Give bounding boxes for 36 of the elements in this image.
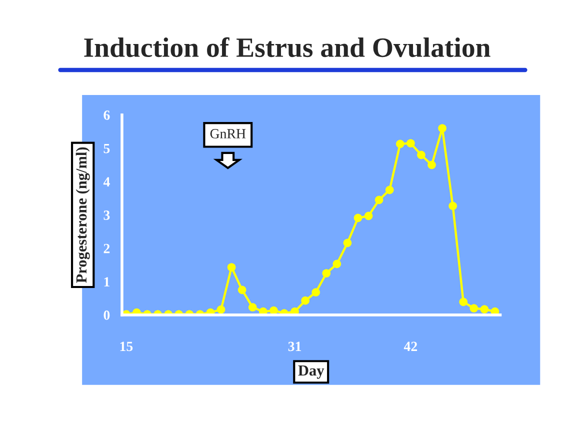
point: [428, 160, 436, 170]
point: [448, 202, 457, 210]
point: [216, 305, 226, 314]
annotation: GnRH: [210, 129, 246, 138]
x-tick-label: 15: [120, 342, 133, 352]
x-tick-label: 31: [288, 342, 301, 352]
y-tick-label: 4: [103, 177, 110, 186]
y-axis-title: Progesterone (ng/ml): [76, 147, 90, 283]
x-tick-label: 42: [404, 342, 418, 351]
point: [385, 186, 394, 194]
point: [459, 298, 468, 306]
point: [322, 269, 331, 278]
point: [227, 263, 236, 272]
point: [364, 212, 373, 220]
point: [238, 286, 246, 294]
y-tick-label: 0: [104, 310, 110, 320]
point: [374, 196, 384, 204]
point: [480, 305, 489, 314]
x-axis-title: Day: [298, 365, 324, 379]
point: [438, 124, 446, 132]
y-tick-label: 6: [104, 110, 110, 120]
point: [248, 303, 257, 312]
point: [470, 304, 478, 312]
point: [312, 288, 320, 296]
y-tick-label: 2: [104, 244, 110, 254]
point: [417, 150, 426, 160]
y-tick-label: 1: [104, 277, 110, 286]
chart-title: Induction of Estrus and Ovulation: [84, 37, 490, 58]
point: [396, 140, 404, 148]
point: [343, 238, 352, 248]
point: [406, 139, 415, 148]
point: [354, 214, 362, 222]
y-tick-label: 3: [104, 210, 110, 220]
point: [301, 296, 310, 305]
point: [332, 260, 342, 268]
y-tick-label: 5: [104, 144, 110, 154]
